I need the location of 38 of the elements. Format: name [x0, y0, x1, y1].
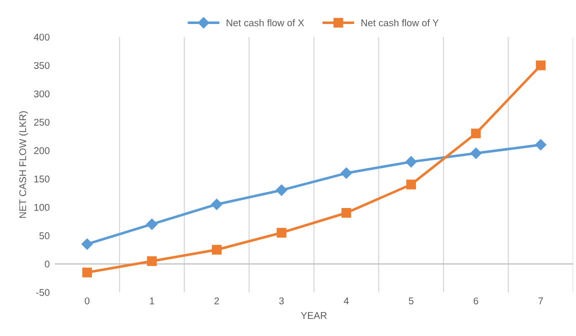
point: [536, 60, 546, 70]
point: [535, 139, 546, 150]
point: [340, 168, 352, 179]
point: [212, 244, 222, 255]
y-tick-label: 350: [34, 62, 50, 69]
point: [146, 218, 158, 230]
point: [276, 184, 288, 196]
y-tick-label: 100: [34, 204, 50, 211]
x-tick-label: 7: [538, 298, 543, 304]
x-tick-label: 2: [214, 297, 219, 304]
x-tick-label: 3: [279, 297, 284, 304]
x-tick-label: 0: [84, 297, 90, 304]
point: [470, 148, 482, 159]
point: [82, 268, 92, 278]
y-tick-label: 200: [34, 147, 50, 154]
x-tick-label: 4: [344, 298, 349, 304]
point: [211, 198, 222, 210]
x-axis-title: YEAR: [300, 312, 327, 319]
y-tick-label: 300: [34, 90, 50, 98]
x-tick-label: 5: [408, 298, 414, 304]
point: [406, 180, 416, 190]
legend-label: Net cash flow of Y: [361, 19, 439, 26]
legend-label: Net cash flow of X: [226, 19, 304, 26]
point: [276, 228, 286, 238]
y-tick-label: 0: [44, 260, 50, 268]
x-tick-label: 6: [474, 297, 478, 304]
point: [82, 238, 93, 250]
y-tick-label: 250: [34, 118, 50, 126]
y-tick-label: 50: [39, 232, 50, 240]
y-tick-label: 400: [34, 34, 50, 41]
point: [341, 208, 352, 218]
x-tick-label: 1: [150, 298, 154, 304]
y-axis-title: NET CASH FLOW (LKR): [19, 111, 28, 218]
point: [471, 128, 481, 138]
point: [147, 256, 157, 266]
point: [406, 156, 417, 168]
y-tick-label: -50: [36, 289, 50, 296]
y-tick-label: 150: [34, 176, 50, 182]
